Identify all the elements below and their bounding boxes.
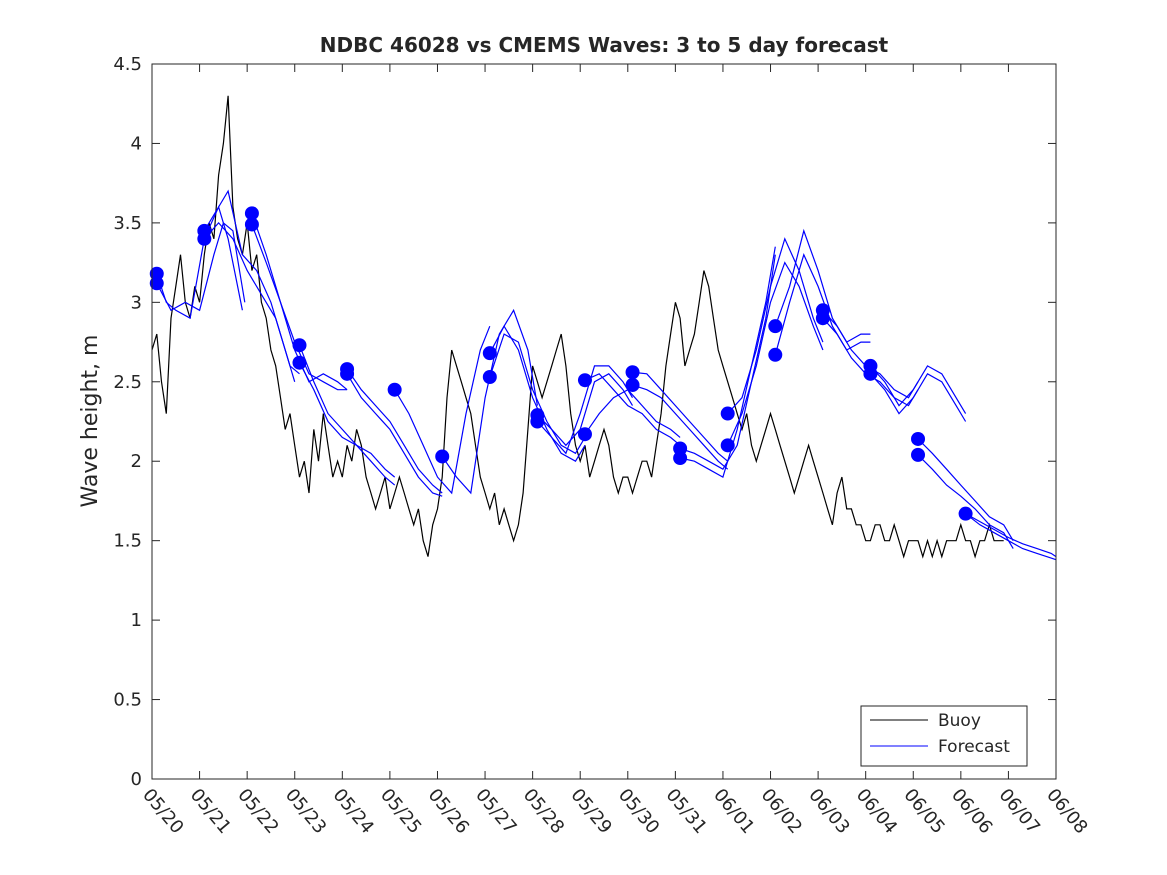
- forecast-point: [768, 347, 783, 362]
- y-tick-label: 1: [131, 610, 142, 631]
- forecast-point: [577, 373, 592, 388]
- x-tick-label: 05/21: [186, 785, 235, 838]
- forecast-point: [482, 370, 497, 385]
- y-tick-label: 1.5: [113, 531, 142, 552]
- x-tick-label: 05/26: [424, 785, 473, 838]
- forecast-point: [768, 319, 783, 334]
- forecast-point: [530, 414, 545, 429]
- forecast-line: [489, 333, 586, 455]
- forecast-line: [298, 362, 396, 486]
- y-tick-label: 3: [131, 292, 142, 313]
- y-tick-label: 4: [131, 133, 142, 154]
- forecast-line: [441, 308, 538, 495]
- buoy-series: [151, 95, 1004, 559]
- forecast-point: [815, 311, 830, 326]
- forecast-line: [298, 344, 396, 478]
- forecast-point: [435, 449, 450, 464]
- forecast-point: [958, 506, 973, 521]
- forecast-line: [869, 372, 967, 422]
- legend-buoy-label: Buoy: [938, 711, 981, 731]
- forecast-line: [394, 325, 491, 495]
- forecast-point: [911, 447, 926, 462]
- forecast-point: [244, 217, 259, 232]
- forecast-point: [149, 276, 164, 291]
- buoy-line: [151, 95, 1004, 559]
- forecast-point: [625, 365, 640, 380]
- forecast-line: [917, 438, 1014, 542]
- forecast-init-points: [149, 206, 973, 521]
- x-tick-label: 05/29: [566, 785, 615, 838]
- forecast-line: [156, 221, 246, 312]
- x-tick-label: 06/04: [852, 785, 901, 838]
- forecast-point: [863, 366, 878, 381]
- x-tick-label: 05/24: [328, 785, 377, 838]
- forecast-point: [244, 206, 259, 221]
- x-tick-label: 06/05: [899, 785, 948, 838]
- x-tick-label: 06/02: [757, 785, 806, 838]
- forecast-line: [346, 373, 443, 497]
- forecast-line: [632, 371, 729, 462]
- forecast-line: [917, 454, 1014, 549]
- forecast-line: [822, 309, 919, 399]
- legend: Buoy Forecast: [860, 705, 1028, 767]
- x-tick-label: 06/01: [709, 785, 758, 838]
- forecast-line: [679, 246, 776, 478]
- forecast-line: [869, 365, 967, 414]
- forecast-line: [727, 261, 824, 446]
- y-tick-label: 2: [131, 451, 142, 472]
- forecast-line: [584, 373, 681, 446]
- x-tick-label: 05/30: [614, 785, 663, 838]
- forecast-point: [720, 406, 735, 421]
- x-tick-label: 05/20: [138, 785, 187, 838]
- y-tick-label: 4.5: [113, 54, 142, 75]
- forecast-line: [965, 513, 1057, 558]
- y-axis-label: Wave height, m: [78, 335, 103, 508]
- y-tick-label: 0.5: [113, 690, 142, 711]
- forecast-point: [340, 366, 355, 381]
- plot-frame: [151, 63, 1057, 780]
- forecast-line: [632, 384, 729, 470]
- x-tick-label: 05/28: [519, 785, 568, 838]
- y-tick-label: 2.5: [113, 372, 142, 393]
- forecast-point: [482, 346, 497, 361]
- x-tick-label: 05/23: [281, 785, 330, 838]
- forecast-series: [156, 189, 1057, 561]
- x-tick-label: 06/08: [1042, 785, 1091, 838]
- forecast-line: [727, 237, 824, 415]
- legend-box: [860, 705, 1028, 767]
- y-tick-label: 3.5: [113, 213, 142, 234]
- forecast-line: [536, 373, 634, 447]
- forecast-point: [197, 231, 212, 246]
- forecast-point: [387, 382, 402, 397]
- legend-forecast-label: Forecast: [938, 737, 1010, 757]
- x-tick-label: 06/07: [995, 785, 1044, 838]
- x-tick-label: 05/25: [376, 785, 425, 838]
- forecast-point: [720, 438, 735, 453]
- x-tick-label: 05/27: [471, 785, 520, 838]
- forecast-line: [203, 222, 300, 375]
- axis-ticks: [151, 63, 1057, 780]
- forecast-line: [584, 388, 681, 438]
- y-tick-labels: 0 0.5 1 1.5 2 2.5 3 3.5 4 4.5: [113, 54, 142, 790]
- forecast-point: [911, 431, 926, 446]
- forecast-point: [292, 338, 307, 353]
- forecast-line: [536, 365, 634, 455]
- chart-title: NDBC 46028 vs CMEMS Waves: 3 to 5 day fo…: [320, 33, 889, 57]
- y-tick-label: 0: [131, 769, 142, 790]
- forecast-line: [965, 513, 1057, 561]
- x-tick-label: 05/22: [233, 785, 282, 838]
- forecast-point: [577, 427, 592, 442]
- forecast-point: [673, 451, 688, 466]
- x-tick-labels: 05/2005/2105/2205/2305/2405/2505/2605/27…: [138, 785, 1091, 838]
- x-tick-label: 06/06: [947, 785, 996, 838]
- forecast-line: [679, 254, 776, 471]
- forecast-line: [774, 228, 871, 343]
- forecast-point: [625, 377, 640, 392]
- forecast-line: [346, 368, 443, 494]
- x-tick-label: 06/03: [804, 785, 853, 838]
- x-tick-label: 05/31: [662, 785, 711, 838]
- forecast-point: [292, 355, 307, 370]
